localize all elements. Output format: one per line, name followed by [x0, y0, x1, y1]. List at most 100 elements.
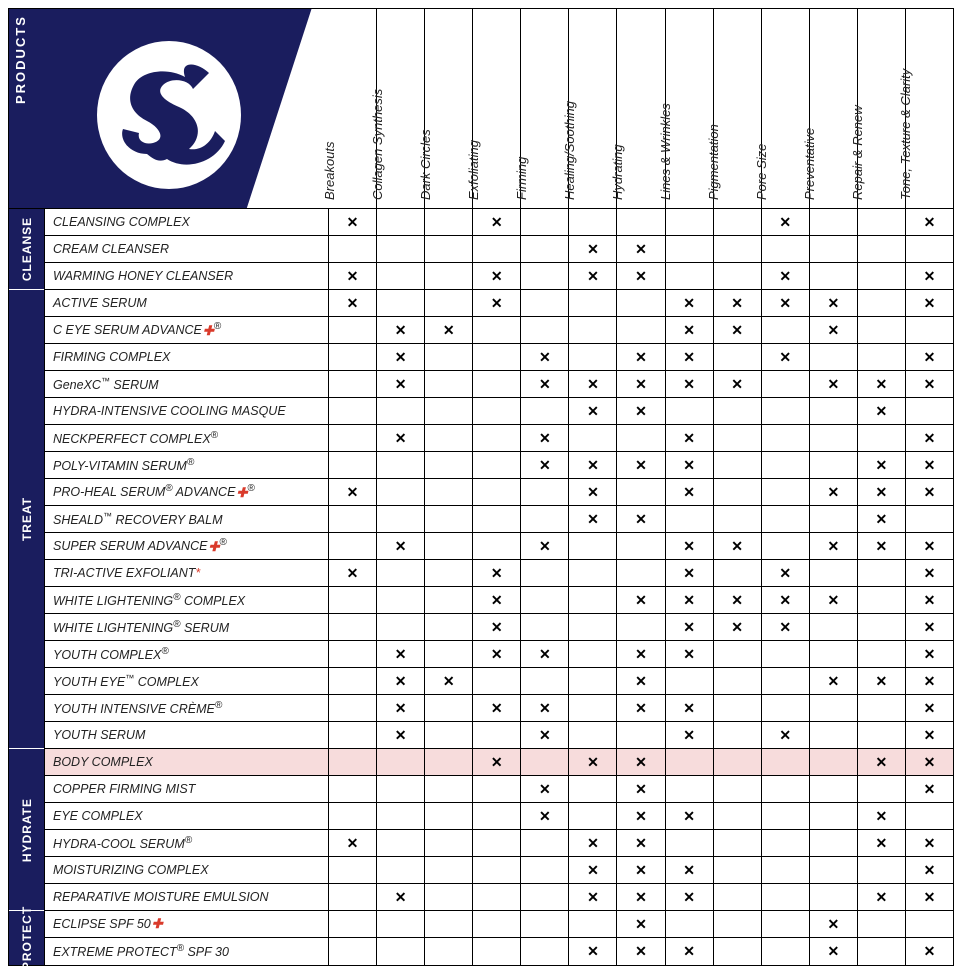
mark-cell — [329, 668, 377, 694]
mark-cell — [425, 398, 473, 424]
mark-cell — [425, 911, 473, 937]
mark-cell — [473, 884, 521, 910]
mark-cell — [473, 425, 521, 451]
data-grid: CLEANSING COMPLEX✕✕✕✕CREAM CLEANSER✕✕WAR… — [45, 209, 953, 965]
mark-cell — [473, 776, 521, 802]
mark-cell — [906, 506, 953, 532]
mark-cell — [521, 479, 569, 505]
mark-cell — [714, 938, 762, 965]
mark-cell — [521, 911, 569, 937]
mark-cell — [377, 911, 425, 937]
mark-cell — [762, 236, 810, 262]
mark-cell: ✕ — [617, 830, 665, 856]
brand-logo-icon — [89, 39, 249, 199]
concern-label: Dark Circles — [418, 129, 433, 200]
mark-cell — [762, 857, 810, 883]
category-block: CLEANSE — [9, 209, 44, 290]
mark-cell: ✕ — [569, 236, 617, 262]
mark-cell: ✕ — [521, 641, 569, 667]
mark-cell — [858, 614, 906, 640]
mark-cell: ✕ — [377, 533, 425, 559]
mark-cell: ✕ — [521, 722, 569, 748]
mark-cell — [714, 695, 762, 721]
mark-cell: ✕ — [858, 884, 906, 910]
mark-cell: ✕ — [858, 533, 906, 559]
mark-cell: ✕ — [906, 938, 953, 965]
product-name: SHEALD™ RECOVERY BALM — [45, 506, 329, 532]
mark-cell: ✕ — [666, 371, 714, 397]
concern-label: Repair & Renew — [850, 105, 865, 200]
mark-cell — [329, 803, 377, 829]
mark-cell: ✕ — [473, 290, 521, 316]
table-row: POLY-VITAMIN SERUM®✕✕✕✕✕✕ — [45, 452, 953, 479]
mark-cell: ✕ — [810, 317, 858, 343]
mark-cell — [425, 722, 473, 748]
mark-cell — [666, 263, 714, 289]
mark-cell — [425, 452, 473, 478]
mark-cell — [329, 884, 377, 910]
mark-cell: ✕ — [473, 749, 521, 775]
mark-cell — [473, 317, 521, 343]
mark-cell — [569, 560, 617, 586]
mark-cell — [377, 479, 425, 505]
mark-cell: ✕ — [617, 668, 665, 694]
mark-cell: ✕ — [425, 317, 473, 343]
mark-cell: ✕ — [569, 371, 617, 397]
mark-cell: ✕ — [714, 290, 762, 316]
mark-cell: ✕ — [521, 776, 569, 802]
mark-cell — [521, 506, 569, 532]
mark-cell: ✕ — [377, 668, 425, 694]
mark-cell — [714, 452, 762, 478]
mark-cell: ✕ — [666, 857, 714, 883]
mark-cell — [329, 317, 377, 343]
mark-cell — [377, 263, 425, 289]
mark-cell: ✕ — [569, 857, 617, 883]
mark-cell: ✕ — [762, 263, 810, 289]
mark-cell — [425, 290, 473, 316]
concern-label: Pigmentation — [706, 124, 721, 200]
mark-cell — [714, 560, 762, 586]
mark-cell — [569, 425, 617, 451]
mark-cell: ✕ — [666, 452, 714, 478]
mark-cell — [810, 209, 858, 235]
mark-cell: ✕ — [473, 641, 521, 667]
mark-cell: ✕ — [762, 209, 810, 235]
mark-cell: ✕ — [762, 344, 810, 370]
mark-cell — [521, 560, 569, 586]
table-row: SUPER SERUM ADVANCE✚®✕✕✕✕✕✕✕ — [45, 533, 953, 560]
product-name: POLY-VITAMIN SERUM® — [45, 452, 329, 478]
mark-cell — [762, 371, 810, 397]
mark-cell — [473, 236, 521, 262]
product-name: TRI-ACTIVE EXFOLIANT* — [45, 560, 329, 586]
mark-cell — [569, 776, 617, 802]
mark-cell: ✕ — [377, 344, 425, 370]
mark-cell — [425, 641, 473, 667]
mark-cell — [714, 398, 762, 424]
mark-cell — [906, 398, 953, 424]
mark-cell: ✕ — [617, 749, 665, 775]
product-name: HYDRA-COOL SERUM® — [45, 830, 329, 856]
mark-cell: ✕ — [810, 587, 858, 613]
mark-cell — [617, 614, 665, 640]
table-row: EXTREME PROTECT® SPF 30✕✕✕✕✕ — [45, 938, 953, 965]
mark-cell — [714, 857, 762, 883]
mark-cell: ✕ — [377, 371, 425, 397]
mark-cell — [714, 425, 762, 451]
category-block: HYDRATE — [9, 749, 44, 911]
mark-cell — [377, 938, 425, 965]
table-row: REPARATIVE MOISTURE EMULSION✕✕✕✕✕✕ — [45, 884, 953, 911]
mark-cell — [762, 803, 810, 829]
mark-cell — [858, 344, 906, 370]
mark-cell: ✕ — [473, 614, 521, 640]
mark-cell — [810, 857, 858, 883]
mark-cell: ✕ — [377, 641, 425, 667]
concern-label: Collagen Synthesis — [370, 89, 385, 200]
mark-cell — [569, 803, 617, 829]
mark-cell — [762, 533, 810, 559]
mark-cell: ✕ — [858, 452, 906, 478]
mark-cell: ✕ — [810, 479, 858, 505]
mark-cell — [666, 776, 714, 802]
mark-cell: ✕ — [617, 371, 665, 397]
mark-cell: ✕ — [810, 290, 858, 316]
table-row: HYDRA-INTENSIVE COOLING MASQUE✕✕✕ — [45, 398, 953, 425]
